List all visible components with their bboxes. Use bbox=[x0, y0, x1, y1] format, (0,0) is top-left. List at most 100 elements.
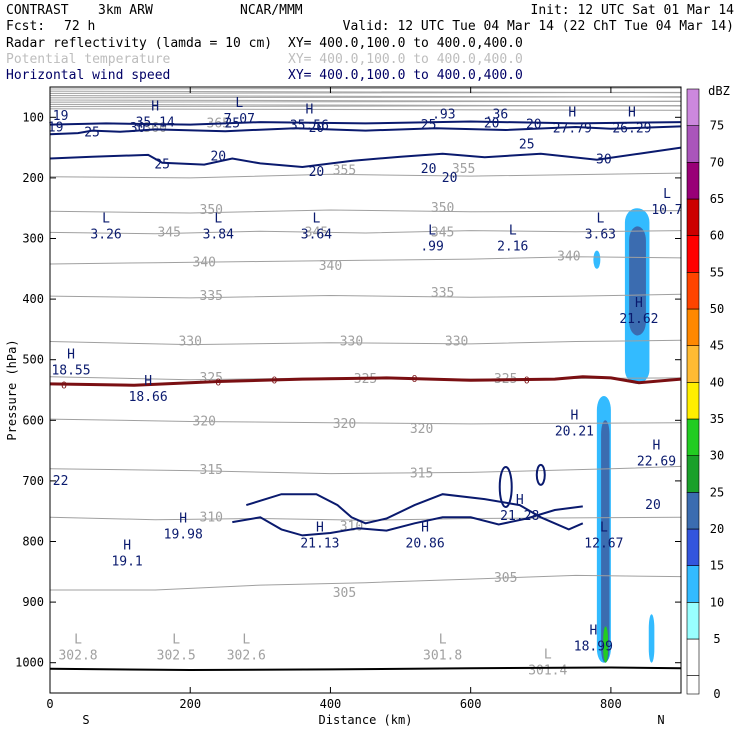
colorbar-swatch bbox=[686, 162, 700, 200]
wind-labels: 19 25 30 20 25 20 25 20 25 20 20 20 20 25 30 20 bbox=[48, 116, 661, 513]
colorbar-label: 15 bbox=[710, 559, 724, 573]
theta-label: 305 bbox=[333, 586, 356, 601]
extremum-value: 35.14 bbox=[136, 115, 175, 130]
fcst-label: Fcst: bbox=[6, 19, 45, 34]
wind-contour bbox=[232, 505, 583, 537]
colorbar-swatch bbox=[686, 602, 700, 640]
wind-contour bbox=[498, 465, 513, 508]
extremum-value: 12.67 bbox=[584, 536, 623, 551]
y-axis: 1002003004005006007008009001000Pressure … bbox=[5, 110, 681, 670]
colorbar-label: 20 bbox=[710, 522, 724, 536]
x-tick-label: 0 bbox=[46, 697, 53, 711]
freezing-level-label: 0 bbox=[412, 374, 418, 385]
colorbar-label: 75 bbox=[710, 119, 724, 133]
header: CONTRAST 3km ARW NCAR/MMM Init: 12 UTC S… bbox=[6, 3, 734, 34]
colorbar-swatch bbox=[686, 198, 700, 236]
colorbar-label: 0 bbox=[713, 687, 720, 701]
theta-label: 320 bbox=[193, 415, 216, 430]
init-time: Init: 12 UTC Sat 01 Mar 14 bbox=[531, 3, 735, 18]
y-tick-label: 300 bbox=[22, 232, 44, 246]
extremum-value: 302.5 bbox=[157, 649, 196, 664]
colorbar-swatch bbox=[686, 675, 700, 695]
colorbar-swatch bbox=[686, 382, 700, 420]
freezing-level-line bbox=[49, 375, 682, 387]
model-name: CONTRAST bbox=[6, 3, 69, 18]
colorbar-swatch bbox=[686, 88, 700, 126]
extremum-value: 7.07 bbox=[224, 112, 255, 127]
wind-label: 30 bbox=[130, 121, 146, 136]
extremum-marker: L bbox=[428, 224, 436, 239]
colorbar-swatch bbox=[686, 272, 700, 310]
colorbar-swatch bbox=[686, 418, 700, 456]
theta-contour bbox=[49, 293, 682, 299]
freezing-level-label: 0 bbox=[61, 381, 67, 392]
theta-label: 330 bbox=[178, 335, 201, 350]
colorbar-label: 50 bbox=[710, 302, 724, 316]
extremum-value: 21.13 bbox=[300, 536, 339, 551]
y-tick-label: 200 bbox=[22, 171, 44, 185]
wind-label: 20 bbox=[645, 498, 661, 513]
colorbar-label: 30 bbox=[710, 449, 724, 463]
wind-label: 25 bbox=[84, 125, 100, 140]
reflectivity-cell bbox=[601, 420, 610, 663]
theta-label: 335 bbox=[200, 289, 223, 304]
reflectivity-cell bbox=[603, 626, 609, 663]
reflectivity-layer bbox=[593, 208, 655, 663]
extremum-value: 10.7 bbox=[651, 203, 682, 218]
x-tick-label: 800 bbox=[600, 697, 622, 711]
reflectivity-cell bbox=[648, 614, 655, 663]
extremum-value: 20.86 bbox=[406, 536, 445, 551]
theta-label: 355 bbox=[333, 164, 356, 179]
wind-contour bbox=[49, 120, 682, 126]
y-tick-label: 400 bbox=[22, 292, 44, 306]
org-name: NCAR/MMM bbox=[240, 3, 303, 18]
freezing-level-label: 0 bbox=[271, 376, 277, 387]
theta-contour bbox=[49, 96, 682, 99]
theta-label: 320 bbox=[410, 422, 433, 437]
extremum-marker: H bbox=[568, 105, 576, 120]
theta-label: 315 bbox=[200, 463, 223, 478]
wind-label: 25 bbox=[519, 138, 535, 153]
theta-contour bbox=[49, 418, 682, 425]
y-tick-label: 1000 bbox=[15, 656, 44, 670]
theta-label: 340 bbox=[193, 256, 216, 271]
theta-contour bbox=[49, 516, 682, 521]
extremum-marker: L bbox=[313, 211, 321, 226]
theta-label: 345 bbox=[305, 225, 328, 240]
colorbar-swatch bbox=[686, 638, 700, 676]
extremum-value: 18.66 bbox=[129, 390, 168, 405]
colorbar-label: 45 bbox=[710, 339, 724, 353]
theta-label: 335 bbox=[431, 286, 454, 301]
extremum-value: 302.8 bbox=[58, 649, 97, 664]
y-tick-label: 500 bbox=[22, 353, 44, 367]
wind-label: 20 bbox=[484, 116, 500, 131]
colorbar-label: 40 bbox=[710, 375, 724, 389]
legend-rows: Radar reflectivity (lamda = 10 cm) XY= 40… bbox=[6, 36, 523, 83]
theta-label: 340 bbox=[319, 259, 342, 274]
extremum-marker: L bbox=[544, 648, 552, 663]
colorbar-swatch bbox=[686, 492, 700, 530]
legend-label: Radar reflectivity (lamda = 10 cm) bbox=[6, 36, 272, 51]
wind-label: 30 bbox=[596, 153, 612, 168]
theta-contour bbox=[49, 209, 682, 214]
colorbar-label: 10 bbox=[710, 595, 724, 609]
theta-label: 305 bbox=[494, 571, 517, 586]
legend-xy: XY= 400.0,100.0 to 400.0,400.0 bbox=[288, 52, 523, 67]
colorbar-label: 55 bbox=[710, 265, 724, 279]
y-tick-label: 700 bbox=[22, 474, 44, 488]
reflectivity-cell bbox=[629, 226, 646, 336]
upper-theta-band bbox=[49, 87, 682, 111]
theta-contour bbox=[49, 108, 682, 111]
extremum-value: 26.29 bbox=[612, 121, 651, 136]
extremum-marker: H bbox=[123, 539, 131, 554]
truncated-label: 19 bbox=[53, 109, 69, 124]
colorbar-label: 25 bbox=[710, 485, 724, 499]
theta-label: 310 bbox=[200, 510, 223, 525]
theta-contour bbox=[50, 574, 682, 591]
extremum-marker: H bbox=[316, 520, 324, 535]
fcst-value: 72 h bbox=[64, 19, 95, 34]
wind-label: 25 bbox=[224, 116, 240, 131]
